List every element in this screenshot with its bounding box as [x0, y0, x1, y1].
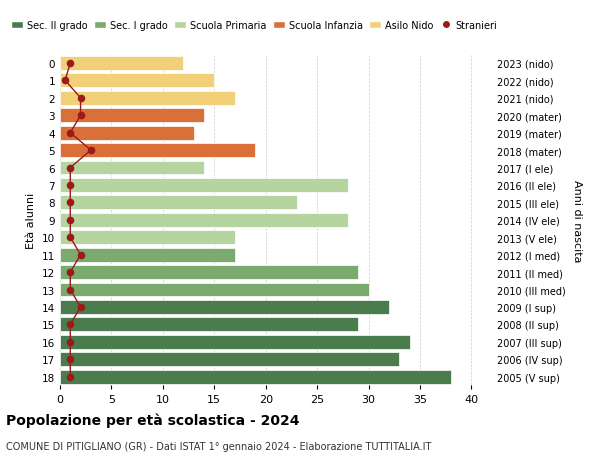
Y-axis label: Età alunni: Età alunni: [26, 192, 37, 248]
Point: [76, 112, 85, 120]
Point: [76, 95, 85, 102]
Bar: [60, 57, 184, 71]
Bar: [60, 196, 296, 210]
Legend: Sec. II grado, Sec. I grado, Scuola Primaria, Scuola Infanzia, Asilo Nido, Stran: Sec. II grado, Sec. I grado, Scuola Prim…: [7, 17, 502, 35]
Point: [61, 78, 70, 85]
Point: [65, 130, 75, 137]
Bar: [60, 318, 358, 332]
Point: [76, 303, 85, 311]
Bar: [60, 109, 204, 123]
Point: [65, 182, 75, 189]
Point: [65, 286, 75, 294]
Point: [76, 252, 85, 259]
Point: [65, 199, 75, 207]
Bar: [60, 213, 348, 227]
Point: [86, 147, 95, 154]
Bar: [60, 231, 235, 245]
Point: [65, 269, 75, 276]
Point: [65, 164, 75, 172]
Bar: [60, 300, 389, 314]
Bar: [60, 353, 400, 366]
Point: [65, 373, 75, 381]
Text: COMUNE DI PITIGLIANO (GR) - Dati ISTAT 1° gennaio 2024 - Elaborazione TUTTITALIA: COMUNE DI PITIGLIANO (GR) - Dati ISTAT 1…: [6, 441, 431, 451]
Bar: [60, 266, 358, 280]
Bar: [60, 74, 214, 88]
Bar: [60, 283, 368, 297]
Bar: [60, 179, 348, 192]
Bar: [60, 335, 410, 349]
Y-axis label: Anni di nascita: Anni di nascita: [572, 179, 582, 262]
Text: Popolazione per età scolastica - 2024: Popolazione per età scolastica - 2024: [6, 413, 299, 428]
Point: [65, 217, 75, 224]
Bar: [60, 144, 256, 158]
Bar: [60, 248, 235, 262]
Bar: [60, 161, 204, 175]
Bar: [60, 370, 451, 384]
Point: [65, 338, 75, 346]
Point: [65, 321, 75, 328]
Point: [65, 60, 75, 67]
Point: [65, 234, 75, 241]
Bar: [60, 126, 194, 140]
Point: [65, 356, 75, 363]
Bar: [60, 92, 235, 106]
